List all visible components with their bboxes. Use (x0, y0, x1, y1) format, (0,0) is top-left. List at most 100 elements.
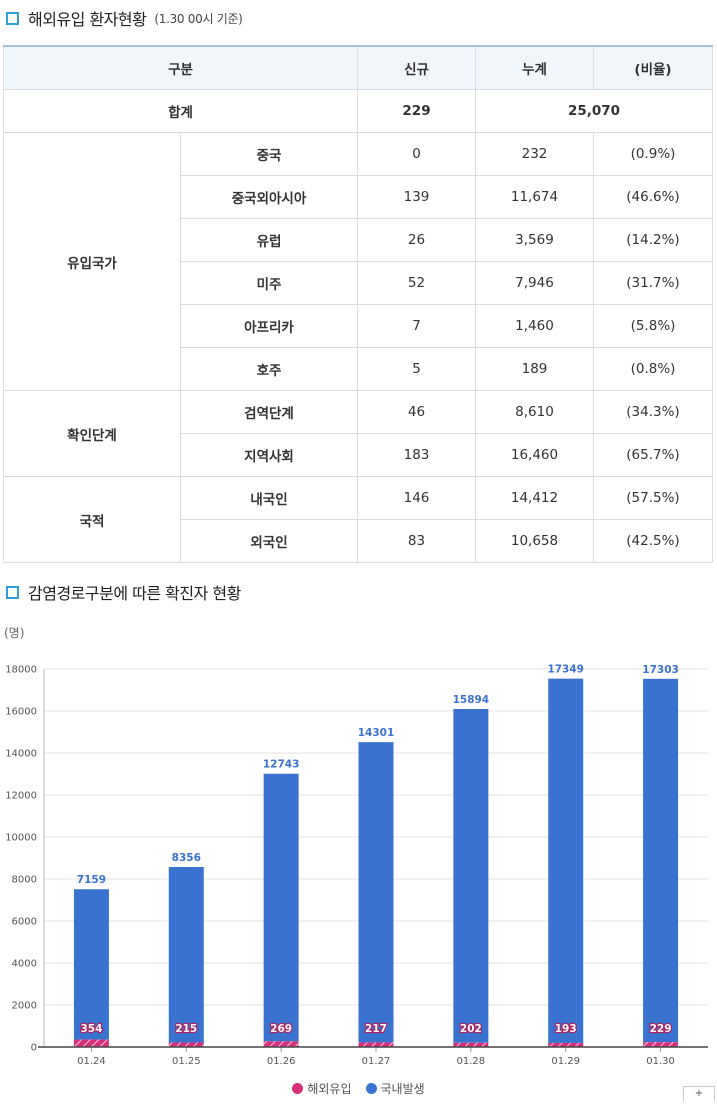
header-cumulative: 누계 (475, 45, 594, 90)
legend-label: 국내발생 (380, 1082, 425, 1096)
table-row: 외국인 83 10,658 (42.5%) (4, 519, 713, 563)
data-label-domestic: 14301 (358, 727, 395, 739)
row-category: 유럽 (180, 218, 358, 262)
total-new: 229 (357, 89, 476, 133)
x-tick-label: 01.29 (551, 1056, 580, 1067)
y-tick-label: 16000 (5, 707, 37, 718)
legend-label: 해외유입 (307, 1082, 352, 1096)
expand-button[interactable]: + (683, 1086, 715, 1101)
header-category: 구분 (3, 45, 358, 90)
data-label-domestic: 17349 (547, 664, 584, 676)
x-tick-label: 01.24 (77, 1056, 106, 1067)
confirmed-cases-chart: (명) 0 2000 4000 6000 8000 10000 12000 14000 16000… (0, 620, 717, 1101)
group-label: 확인단계 (3, 390, 181, 477)
y-tick-label: 10000 (5, 833, 37, 844)
table-row: 미주 52 7,946 (31.7%) (4, 261, 713, 305)
header-ratio: (비율) (593, 45, 713, 90)
group-label: 유입국가 (3, 132, 181, 391)
legend-dot-icon (365, 1083, 377, 1094)
row-cumulative: 14,412 (475, 476, 594, 520)
table-row: 확인단계 검역단계 46 8,610 (34.3%) (3, 390, 713, 477)
section-subtitle: (1.30 00시 기준) (154, 11, 243, 26)
bullet-square-icon (6, 585, 19, 599)
row-new: 46 (357, 390, 476, 434)
data-label-imported: 229 (650, 1023, 672, 1035)
row-ratio: (14.2%) (593, 218, 713, 262)
x-tick-label: 01.27 (362, 1056, 391, 1067)
section-title-import-status: 해외유입 환자현황 (1.30 00시 기준) (6, 6, 243, 30)
section-title-text: 감염경로구분에 따른 확진자 현황 (28, 584, 241, 603)
row-new: 0 (357, 132, 476, 176)
bar-domestic (453, 708, 489, 1043)
row-category: 중국 (180, 132, 358, 176)
row-category: 중국외아시아 (180, 175, 358, 219)
y-tick-label: 6000 (12, 917, 37, 928)
row-new: 83 (357, 519, 476, 563)
bar-imported (453, 1042, 489, 1047)
legend-dot-icon (292, 1083, 304, 1094)
y-unit-label: (명) (4, 626, 24, 640)
bar-domestic (358, 742, 394, 1043)
y-tick-label: 2000 (12, 1001, 37, 1012)
row-cumulative: 10,658 (475, 519, 594, 563)
y-tick-label: 12000 (5, 791, 37, 802)
row-ratio: (42.5%) (593, 519, 713, 563)
bar-imported (358, 1042, 394, 1047)
y-tick-label: 0 (31, 1043, 37, 1054)
row-new: 5 (357, 347, 476, 391)
data-label-domestic: 15894 (453, 694, 490, 706)
data-label-imported: 217 (365, 1023, 387, 1035)
table-row: 유입국가 중국 0 232 (0.9%) (3, 132, 713, 391)
table-row: 국적 내국인 146 14,412 (57.5%) (3, 476, 713, 563)
row-ratio: (0.8%) (593, 347, 713, 391)
chart-svg: (명) 0 2000 4000 6000 8000 10000 12000 14000 16000… (4, 626, 708, 1067)
row-new: 183 (357, 433, 476, 477)
row-ratio: (57.5%) (593, 476, 713, 520)
table-row: 호주 5 189 (0.8%) (4, 347, 713, 391)
row-ratio: (31.7%) (593, 261, 713, 305)
x-tick-label: 01.26 (267, 1056, 296, 1067)
y-tick-label: 8000 (12, 875, 37, 886)
table-row: 중국외아시아 139 11,674 (46.6%) (4, 175, 713, 219)
bar-imported (643, 1042, 679, 1047)
row-new: 52 (357, 261, 476, 305)
import-status-table: 구분 신규 누계 (비율) 합계 229 25,070 유입국가 중국 0 232 (0.9%) 중국외… (3, 45, 713, 563)
data-label-imported: 269 (270, 1023, 292, 1035)
row-ratio: (34.3%) (593, 390, 713, 434)
x-tick-label: 01.30 (646, 1056, 675, 1067)
data-label-domestic: 8356 (172, 852, 201, 864)
data-label-domestic: 12743 (263, 759, 300, 771)
data-label-imported: 354 (80, 1023, 102, 1035)
chart-legend: 해외유입 국내발생 (0, 1080, 717, 1097)
row-cumulative: 3,569 (475, 218, 594, 262)
bar-imported (263, 1041, 299, 1047)
row-category: 검역단계 (180, 390, 358, 434)
x-tick-label: 01.28 (457, 1056, 486, 1067)
row-ratio: (0.9%) (593, 132, 713, 176)
group-label: 국적 (3, 476, 181, 563)
bar-domestic (548, 678, 584, 1043)
row-cumulative: 1,460 (475, 304, 594, 348)
row-category: 내국인 (180, 476, 358, 520)
x-tick-label: 01.25 (172, 1056, 201, 1067)
row-ratio: (5.8%) (593, 304, 713, 348)
row-category: 미주 (180, 261, 358, 305)
bar-domestic (168, 867, 204, 1043)
bullet-square-icon (6, 11, 19, 25)
table-header-row: 구분 신규 누계 (비율) (3, 45, 713, 90)
row-new: 7 (357, 304, 476, 348)
data-label-imported: 193 (555, 1023, 577, 1035)
total-label: 합계 (3, 89, 358, 133)
row-new: 146 (357, 476, 476, 520)
y-tick-label: 14000 (5, 749, 37, 760)
section-title-text: 해외유입 환자현황 (28, 10, 147, 29)
table-row: 지역사회 183 16,460 (65.7%) (4, 433, 713, 477)
bar-imported (168, 1042, 204, 1047)
legend-item[interactable]: 해외유입 (292, 1080, 352, 1097)
row-new: 139 (357, 175, 476, 219)
data-label-domestic: 17303 (642, 664, 679, 676)
legend-item[interactable]: 국내발생 (365, 1080, 425, 1097)
header-new: 신규 (357, 45, 476, 90)
bar-domestic (263, 773, 299, 1042)
row-cumulative: 11,674 (475, 175, 594, 219)
